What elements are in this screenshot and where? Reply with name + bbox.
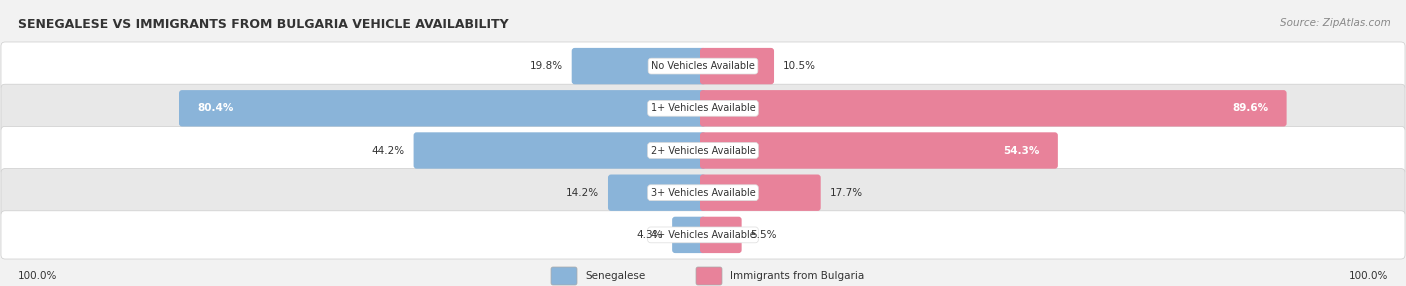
Text: Senegalese: Senegalese [585, 271, 645, 281]
Text: 54.3%: 54.3% [1004, 146, 1040, 156]
FancyBboxPatch shape [696, 267, 723, 285]
Text: SENEGALESE VS IMMIGRANTS FROM BULGARIA VEHICLE AVAILABILITY: SENEGALESE VS IMMIGRANTS FROM BULGARIA V… [18, 18, 509, 31]
Text: 2+ Vehicles Available: 2+ Vehicles Available [651, 146, 755, 156]
Text: 10.5%: 10.5% [783, 61, 815, 71]
FancyBboxPatch shape [1, 42, 1405, 90]
FancyBboxPatch shape [1, 84, 1405, 132]
Text: 44.2%: 44.2% [371, 146, 405, 156]
FancyBboxPatch shape [551, 267, 576, 285]
Text: 100.0%: 100.0% [18, 271, 58, 281]
FancyBboxPatch shape [179, 90, 706, 126]
Text: 19.8%: 19.8% [530, 61, 562, 71]
FancyBboxPatch shape [672, 217, 706, 253]
Text: Source: ZipAtlas.com: Source: ZipAtlas.com [1281, 18, 1391, 28]
FancyBboxPatch shape [1, 126, 1405, 174]
Text: 3+ Vehicles Available: 3+ Vehicles Available [651, 188, 755, 198]
FancyBboxPatch shape [700, 174, 821, 211]
FancyBboxPatch shape [572, 48, 706, 84]
FancyBboxPatch shape [607, 174, 706, 211]
Text: 4+ Vehicles Available: 4+ Vehicles Available [651, 230, 755, 240]
Text: 4.3%: 4.3% [637, 230, 664, 240]
Text: 5.5%: 5.5% [751, 230, 778, 240]
Text: 89.6%: 89.6% [1233, 103, 1268, 113]
FancyBboxPatch shape [700, 48, 775, 84]
FancyBboxPatch shape [1, 211, 1405, 259]
Text: 1+ Vehicles Available: 1+ Vehicles Available [651, 103, 755, 113]
FancyBboxPatch shape [700, 217, 741, 253]
Text: No Vehicles Available: No Vehicles Available [651, 61, 755, 71]
Text: 80.4%: 80.4% [197, 103, 233, 113]
Text: 14.2%: 14.2% [565, 188, 599, 198]
FancyBboxPatch shape [700, 90, 1286, 126]
Text: 100.0%: 100.0% [1348, 271, 1388, 281]
FancyBboxPatch shape [1, 169, 1405, 217]
FancyBboxPatch shape [700, 132, 1057, 169]
FancyBboxPatch shape [413, 132, 706, 169]
Text: Immigrants from Bulgaria: Immigrants from Bulgaria [730, 271, 865, 281]
Text: 17.7%: 17.7% [830, 188, 863, 198]
